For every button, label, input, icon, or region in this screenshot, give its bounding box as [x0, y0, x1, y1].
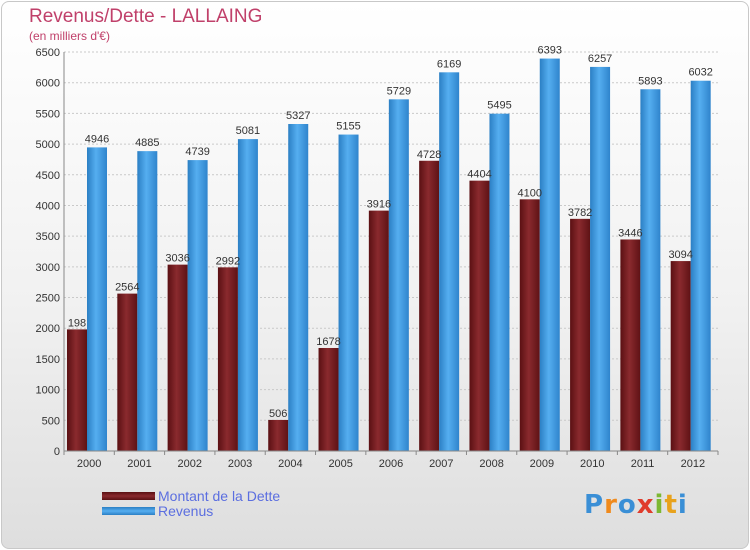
chart-legend: Montant de la Dette Revenus	[102, 487, 281, 519]
debt-bar	[419, 160, 440, 451]
y-tick-label: 6000	[36, 78, 60, 90]
debt-value-label: 4100	[518, 187, 542, 199]
revenue-bar	[288, 124, 309, 451]
debt-value-label: 4404	[467, 169, 491, 181]
revenue-value-label: 6169	[437, 58, 461, 70]
y-tick-label: 2500	[36, 293, 60, 305]
revenue-value-label: 4946	[85, 133, 109, 145]
debt-bar	[620, 239, 641, 451]
debt-bar	[570, 218, 591, 451]
debt-value-label: 2992	[216, 255, 240, 267]
debt-value-label: 3916	[367, 199, 391, 211]
x-tick-label: 2010	[580, 458, 604, 470]
revenue-bar	[388, 99, 409, 451]
debt-value-label: 3446	[618, 227, 642, 239]
y-tick-label: 6500	[36, 47, 60, 59]
legend-label-debt: Montant de la Dette	[158, 487, 281, 504]
debt-bar	[670, 261, 691, 451]
x-tick-label: 2011	[631, 458, 655, 470]
revenue-bar	[338, 134, 359, 451]
y-tick-label: 1500	[36, 354, 60, 366]
x-tick-label: 2004	[278, 458, 302, 470]
revenue-bar	[137, 151, 158, 451]
logo-letter: x	[636, 490, 655, 520]
debt-bar	[318, 347, 339, 451]
revenue-bar	[237, 139, 258, 451]
debt-bar	[368, 210, 389, 451]
debt-bar	[268, 419, 289, 451]
logo-letter: P	[584, 490, 605, 520]
x-tick-label: 2000	[77, 458, 101, 470]
revenue-value-label: 4739	[185, 146, 209, 158]
revenue-value-label: 5081	[236, 125, 260, 137]
logo-letter: o	[617, 490, 637, 520]
revenue-value-label: 4885	[135, 137, 159, 149]
y-tick-label: 1000	[36, 385, 60, 397]
debt-value-label: 506	[269, 408, 287, 420]
legend-label-revenue: Revenus	[158, 502, 214, 519]
debt-bar	[217, 267, 238, 451]
x-tick-label: 2009	[530, 458, 554, 470]
legend-item-debt: Montant de la Dette	[102, 487, 281, 504]
chart-title: Revenus/Dette - LALLAING	[29, 6, 263, 27]
revenue-bar	[187, 160, 208, 451]
debt-value-label: 198	[68, 317, 86, 329]
y-tick-label: 4500	[36, 170, 60, 182]
legend-swatch-debt	[102, 491, 155, 500]
debt-bar	[67, 329, 87, 451]
revenue-value-label: 5893	[638, 75, 662, 87]
x-tick-label: 2006	[379, 458, 403, 470]
revenue-value-label: 5729	[387, 85, 411, 97]
debt-bar	[117, 293, 138, 451]
y-tick-label: 0	[54, 446, 60, 458]
y-tick-label: 2000	[36, 323, 60, 335]
revenue-bar	[489, 113, 510, 452]
legend-item-revenue: Revenus	[102, 502, 280, 519]
y-tick-label: 4000	[36, 200, 60, 212]
debt-value-label: 3036	[165, 253, 189, 265]
logo-letter: i	[654, 490, 665, 520]
revenue-bar	[87, 147, 107, 451]
debt-value-label: 2564	[115, 282, 139, 294]
x-tick-label: 2001	[127, 458, 151, 470]
revenue-bar	[590, 66, 611, 452]
revenue-bar	[640, 89, 661, 451]
legend-swatch-revenue	[102, 506, 155, 515]
y-tick-label: 3500	[36, 231, 60, 243]
revenue-bar	[539, 58, 560, 452]
x-tick-label: 2002	[178, 458, 202, 470]
revenue-value-label: 6257	[588, 53, 612, 65]
revenue-value-label: 6032	[688, 67, 712, 79]
x-tick-label: 2012	[681, 458, 705, 470]
revenue-bar	[439, 72, 460, 452]
debt-bar	[519, 199, 540, 451]
logo-letter: i	[677, 490, 688, 520]
revenue-value-label: 5327	[286, 110, 310, 122]
debt-bar	[167, 264, 188, 451]
logo-letter: r	[604, 490, 618, 520]
debt-value-label: 1678	[316, 336, 340, 348]
revenue-value-label: 5155	[336, 121, 360, 133]
debt-value-label: 3094	[668, 249, 692, 261]
logo-letter: t	[664, 490, 678, 520]
y-tick-label: 5000	[36, 139, 60, 151]
debt-value-label: 3782	[568, 207, 592, 219]
revenue-bar	[690, 80, 711, 451]
debt-bar	[469, 180, 490, 451]
debt-value-label: 4728	[417, 149, 441, 161]
y-tick-label: 5500	[36, 108, 60, 120]
x-tick-label: 2007	[429, 458, 453, 470]
x-tick-label: 2005	[328, 458, 352, 470]
x-tick-label: 2008	[479, 458, 503, 470]
revenue-value-label: 5495	[487, 100, 511, 112]
proxiti-logo: Proxiti	[584, 490, 688, 520]
y-tick-label: 500	[42, 415, 60, 427]
revenue-value-label: 6393	[538, 45, 562, 57]
chart-subtitle: (en milliers d'€)	[29, 29, 110, 43]
x-tick-label: 2003	[228, 458, 252, 470]
y-tick-label: 3000	[36, 262, 60, 274]
